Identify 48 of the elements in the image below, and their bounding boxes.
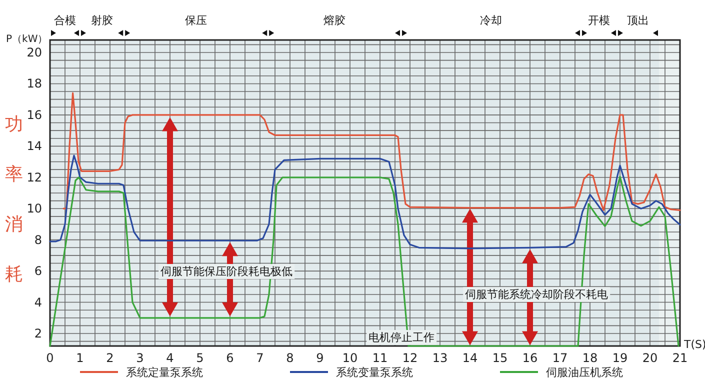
x-tick-label: 8: [286, 351, 294, 365]
x-tick-label: 0: [46, 351, 54, 365]
x-tick-label: 20: [642, 351, 658, 365]
x-tick-label: 19: [612, 351, 628, 365]
y-tick-label: 20: [26, 45, 42, 60]
band-label: 熔胶: [324, 14, 346, 27]
band-label: 合模: [54, 14, 76, 27]
y-tick-label: 16: [26, 108, 42, 122]
x-tick-label: 6: [226, 351, 234, 365]
x-tick-label: 15: [492, 351, 508, 365]
legend-label: 伺服油压机系统: [546, 366, 623, 379]
legend-label: 系统定量泵系统: [126, 366, 203, 379]
band-label: 射胶: [91, 14, 114, 27]
band-label: 冷却: [480, 14, 502, 27]
x-tick-label: 11: [372, 351, 388, 365]
x-tick-label: 17: [552, 351, 568, 365]
x-tick-label: 16: [522, 351, 538, 365]
x-axis-title: T(S): [683, 338, 705, 351]
annotation: 伺服节能系统冷却阶段不耗电: [465, 288, 608, 301]
x-tick-label: 13: [432, 351, 448, 365]
y-tick-label: 14: [26, 139, 42, 154]
y-tick-label: 2: [34, 326, 42, 341]
annotation: 伺服节能保压阶段耗电极低: [160, 265, 293, 278]
x-tick-label: 2: [106, 351, 114, 365]
x-tick-label: 18: [582, 351, 598, 365]
x-tick-label: 1: [76, 351, 84, 365]
band-label: 顶出: [627, 14, 649, 27]
x-tick-label: 5: [196, 351, 204, 365]
x-tick-label: 9: [316, 351, 324, 365]
x-tick-label: 10: [342, 351, 358, 365]
x-tick-label: 14: [462, 351, 478, 365]
x-tick-label: 4: [166, 351, 174, 365]
text: 功率消耗: [5, 114, 23, 285]
y-tick-label: 6: [34, 264, 42, 278]
band-label: 保压: [185, 14, 208, 27]
x-tick-label: 21: [672, 351, 688, 365]
y-tick-label: 18: [26, 76, 42, 91]
y-axis-title: P（kW）: [6, 34, 48, 45]
y-tick-label: 8: [34, 232, 42, 247]
x-tick-label: 7: [256, 351, 264, 365]
y-tick-label: 4: [34, 295, 42, 310]
annotation: 电机停止工作: [368, 331, 435, 344]
band-label: 开模: [588, 14, 610, 27]
y-tick-label: 12: [26, 170, 42, 184]
x-tick-label: 12: [402, 351, 418, 365]
legend-label: 系统变量泵系统: [336, 366, 413, 379]
x-tick-label: 3: [136, 351, 144, 365]
y-tick-label: 10: [26, 202, 42, 216]
